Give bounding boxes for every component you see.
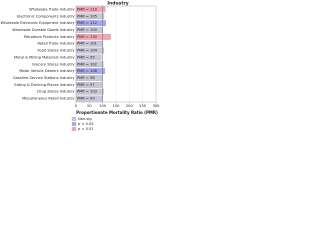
category-label: Food Stores Industry: [37, 49, 75, 53]
chart: Industry Proportionate Mortality Ratio (…: [1, 1, 161, 132]
category-label: Wholesale Trade Industry: [29, 7, 75, 11]
legend-swatch: [71, 127, 77, 131]
bar: [75, 95, 103, 102]
category-label: Motor Vehicle Dealers Industry: [19, 69, 75, 73]
x-tick-label: 50: [87, 104, 92, 108]
bar: [75, 88, 104, 95]
bar: [75, 61, 104, 68]
value-label: PMR = 102: [77, 62, 97, 66]
legend-label: p < 0.05: [78, 122, 94, 126]
category-label: Wholesale Durable Goods Industry: [12, 28, 75, 32]
category-label: Petroleum Products Industry: [24, 35, 76, 39]
value-label: PMR = 99: [77, 97, 95, 101]
category-label: Retail Trade Industry: [37, 42, 75, 46]
category-label: Eating & Drinking Places Industry: [14, 83, 75, 87]
bar: [75, 68, 105, 74]
value-label: PMR = 130: [77, 35, 98, 39]
value-label: PMR = 112: [77, 21, 97, 25]
x-axis-title: Proportionate Mortality Ratio (PMR): [76, 110, 158, 115]
bar: [75, 20, 106, 26]
category-label: Drug Stores Industry: [37, 90, 75, 94]
category-label: Electronic Components Industry: [17, 14, 75, 18]
x-tick-label: 100: [99, 104, 107, 108]
value-label: PMR = 97: [77, 83, 95, 87]
value-label: PMR = 98: [77, 76, 95, 80]
value-label: PMR = 103: [77, 90, 97, 94]
bar: [75, 47, 104, 54]
value-label: PMR = 95: [77, 55, 95, 59]
value-label: PMR = 104: [77, 49, 98, 53]
value-label: PMR = 101: [77, 42, 97, 46]
category-label: Metal & Mining Materials Industry: [14, 55, 75, 59]
x-tick-label: 300: [153, 104, 161, 108]
bar: [75, 75, 103, 81]
legend-swatch: [71, 122, 77, 126]
bar: [75, 6, 106, 13]
category-label: Gasoline Service Stations Industry: [13, 76, 76, 80]
value-label: PMR = 100: [77, 28, 98, 32]
category-label: Wholesale Electronic Equipment Industry: [1, 21, 76, 25]
legend-swatch: [71, 117, 77, 121]
bar: [75, 82, 102, 88]
bar: [75, 40, 104, 47]
x-tick-label: 0: [75, 104, 78, 108]
x-tick-label: 250: [139, 104, 147, 108]
value-label: PMR = 110: [77, 7, 98, 11]
legend-label: p < 0.01: [78, 127, 94, 131]
category-label: Grocery Stores Industry: [32, 62, 75, 66]
x-tick-label: 150: [113, 104, 121, 108]
value-label: PMR = 105: [77, 14, 97, 18]
x-tick-label: 200: [126, 104, 134, 108]
legend-label: Non-sig: [78, 117, 92, 121]
category-label: Miscellaneous Retail Industry: [22, 97, 75, 101]
bar: [75, 54, 102, 61]
bar: [75, 13, 105, 20]
chart-title: Industry: [107, 1, 128, 7]
bar: [75, 34, 111, 40]
value-label: PMR = 108: [77, 69, 98, 73]
